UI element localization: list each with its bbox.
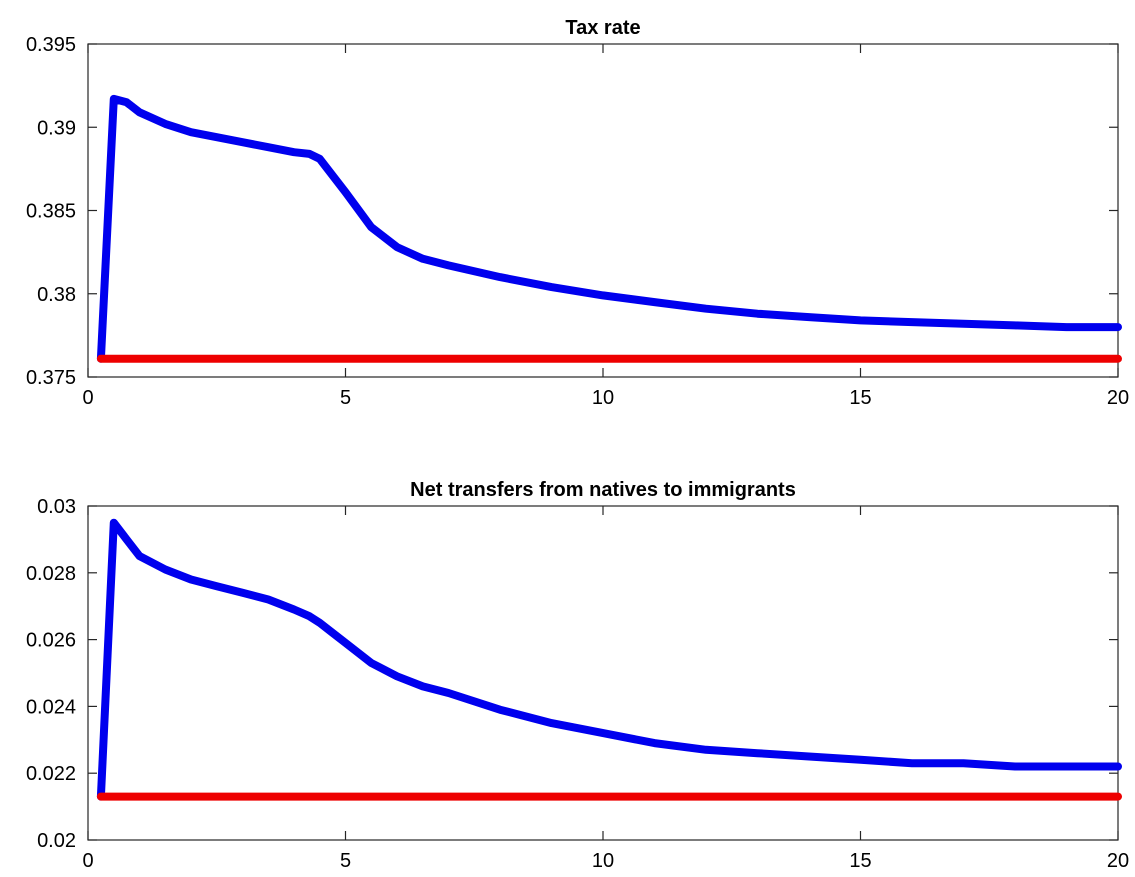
y-tick-label: 0.022 [26, 763, 76, 785]
chart-title: Tax rate [565, 17, 640, 39]
series-line-1 [96, 94, 1122, 363]
x-tick-label: 20 [1107, 850, 1129, 872]
y-tick-label: 0.39 [37, 117, 76, 139]
x-tick-label: 10 [592, 387, 614, 409]
chart-2: Net transfers from natives to immigrants… [26, 479, 1129, 872]
x-tick-label: 15 [849, 387, 871, 409]
y-tick-label: 0.03 [37, 496, 76, 518]
y-tick-label: 0.028 [26, 563, 76, 585]
chart-1: Tax rate 0 5 10 15 20 0.375 0.38 0.385 0.39 0.395 [26, 17, 1129, 409]
x-tick-label: 10 [592, 850, 614, 872]
y-tick-label: 0.385 [26, 201, 76, 223]
x-tick-label: 20 [1107, 387, 1129, 409]
y-tick-label: 0.38 [37, 284, 76, 306]
x-tick-label: 0 [82, 850, 93, 872]
series-line-1 [96, 518, 1122, 801]
x-tick-label: 15 [849, 850, 871, 872]
plot-area [87, 505, 1119, 841]
x-tick-label: 5 [340, 850, 351, 872]
y-tick-label: 0.02 [37, 830, 76, 852]
x-tick-label: 0 [82, 387, 93, 409]
y-tick-label: 0.024 [26, 696, 76, 718]
y-tick-label: 0.395 [26, 34, 76, 56]
chart-title: Net transfers from natives to immigrants [410, 479, 796, 501]
y-tick-label: 0.026 [26, 630, 76, 652]
y-tick-label: 0.375 [26, 367, 76, 389]
x-tick-label: 5 [340, 387, 351, 409]
